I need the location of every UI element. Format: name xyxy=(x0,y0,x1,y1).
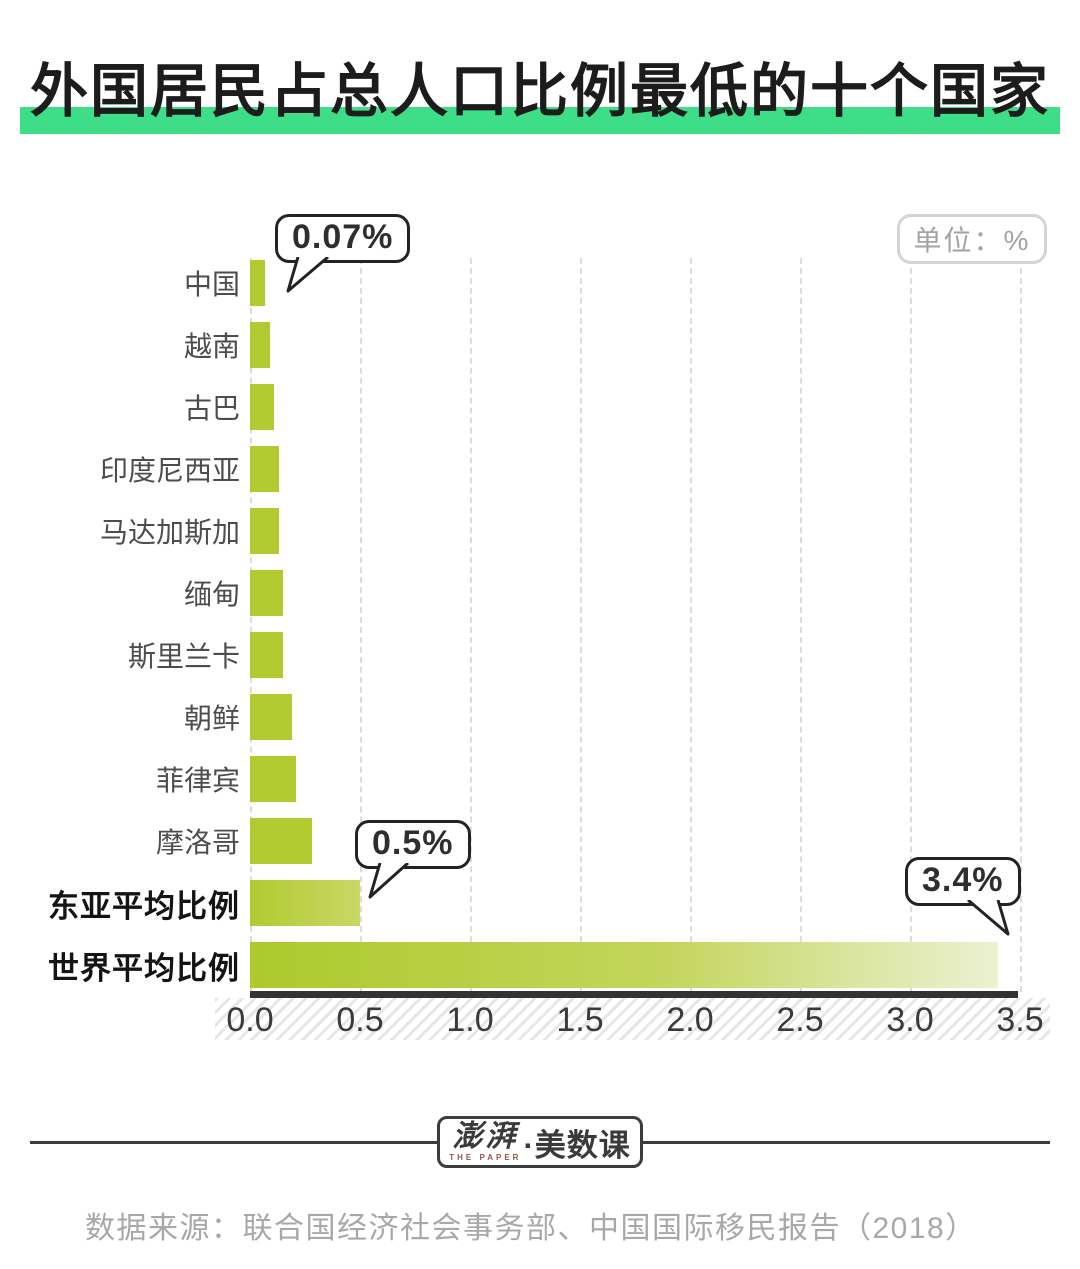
page-title: 外国居民占总人口比例最低的十个国家 xyxy=(30,59,1051,124)
category-label: 中国 xyxy=(183,269,240,300)
x-tick-label: 1.0 xyxy=(446,1001,494,1039)
bar xyxy=(250,632,283,678)
category-label: 缅甸 xyxy=(183,579,240,610)
gridline xyxy=(470,258,472,992)
unit-badge: 单位：% xyxy=(897,214,1047,264)
bar xyxy=(250,818,312,864)
logo-meishuke: ·美数课 xyxy=(523,1127,631,1163)
callout-china-label: 0.07% xyxy=(292,218,394,256)
callout-tail-icon xyxy=(286,257,329,293)
x-tick-label: 0.0 xyxy=(226,1001,274,1039)
x-tick-label: 2.0 xyxy=(666,1001,714,1039)
gridline xyxy=(1020,258,1022,992)
bar xyxy=(250,322,270,368)
bar xyxy=(250,756,297,802)
logo-pengpai-en: THE PAPER xyxy=(449,1153,522,1162)
data-source: 数据来源：联合国经济社会事务部、中国国际移民报告（2018） xyxy=(85,1212,977,1245)
axis-hatch-strip xyxy=(215,998,1050,1040)
category-label: 菲律宾 xyxy=(155,765,240,796)
bar xyxy=(250,880,360,926)
bar xyxy=(250,570,283,616)
category-label: 东亚平均比例 xyxy=(48,888,240,924)
title-highlight-band xyxy=(20,107,1060,134)
category-label: 马达加斯加 xyxy=(99,517,240,548)
x-tick-label: 3.5 xyxy=(996,1001,1044,1039)
bar xyxy=(250,942,998,988)
category-label: 摩洛哥 xyxy=(155,827,240,858)
category-label: 朝鲜 xyxy=(183,703,240,734)
bar xyxy=(250,508,279,554)
gridline xyxy=(800,258,802,992)
gridline xyxy=(360,258,362,992)
category-label: 古巴 xyxy=(183,393,240,424)
bar xyxy=(250,384,275,430)
x-tick-label: 2.5 xyxy=(776,1001,824,1039)
category-label: 印度尼西亚 xyxy=(99,455,240,486)
gridline xyxy=(910,258,912,992)
x-axis-line xyxy=(250,991,1018,998)
callout-world-label: 3.4% xyxy=(922,861,1004,899)
x-tick-label: 0.5 xyxy=(336,1001,384,1039)
gridline xyxy=(690,258,692,992)
callout-tail-icon xyxy=(368,863,410,899)
category-label: 越南 xyxy=(183,331,240,362)
callout-china: 0.07% xyxy=(275,214,411,293)
gridline xyxy=(250,258,252,992)
category-label: 斯里兰卡 xyxy=(127,641,240,672)
bar xyxy=(250,694,292,740)
bar xyxy=(250,260,266,306)
x-tick-label: 3.0 xyxy=(886,1001,934,1039)
x-tick-label: 1.5 xyxy=(556,1001,604,1039)
category-label: 世界平均比例 xyxy=(48,950,240,986)
logo-pengpai: 澎湃 THE PAPER xyxy=(449,1122,521,1162)
gridline xyxy=(580,258,582,992)
callout-tail-icon xyxy=(966,900,1009,936)
callout-east-asia-label: 0.5% xyxy=(372,824,454,862)
bar xyxy=(250,446,279,492)
the-paper-logo: 澎湃 THE PAPER ·美数课 xyxy=(437,1116,643,1168)
logo-pengpai-cn: 澎湃 xyxy=(452,1120,519,1153)
callout-world: 3.4% xyxy=(905,857,1021,936)
callout-east-asia: 0.5% xyxy=(355,820,471,899)
